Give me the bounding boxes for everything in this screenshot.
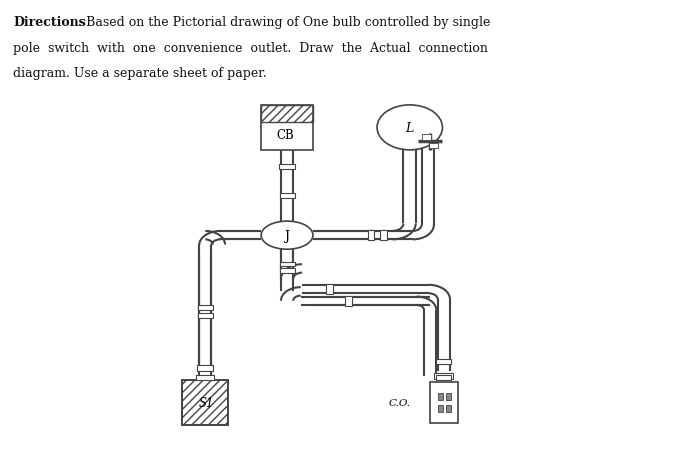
- Bar: [197, 366, 213, 371]
- Circle shape: [377, 106, 442, 150]
- Bar: [430, 382, 458, 423]
- Bar: [438, 405, 443, 412]
- Text: L: L: [406, 121, 414, 135]
- Bar: [446, 405, 451, 412]
- Text: J: J: [284, 229, 290, 242]
- Bar: [436, 359, 451, 364]
- Bar: [380, 230, 386, 241]
- Bar: [197, 375, 214, 380]
- Text: S1: S1: [199, 396, 215, 409]
- Bar: [279, 268, 295, 273]
- Bar: [368, 230, 375, 241]
- Bar: [198, 313, 213, 318]
- Text: Directions: Directions: [13, 16, 86, 29]
- Bar: [434, 374, 453, 379]
- Text: C.O.: C.O.: [388, 398, 411, 407]
- Bar: [182, 380, 228, 425]
- Bar: [279, 164, 295, 170]
- Bar: [326, 284, 333, 295]
- Text: CB: CB: [276, 129, 294, 142]
- Bar: [182, 380, 228, 425]
- Bar: [279, 262, 295, 267]
- Bar: [345, 296, 352, 306]
- Text: : Based on the Pictorial drawing of One bulb controlled by single: : Based on the Pictorial drawing of One …: [78, 16, 490, 29]
- Bar: [279, 193, 295, 198]
- Bar: [198, 306, 213, 310]
- Bar: [438, 394, 443, 400]
- Bar: [428, 143, 438, 149]
- Bar: [446, 394, 451, 400]
- Text: diagram. Use a separate sheet of paper.: diagram. Use a separate sheet of paper.: [13, 67, 267, 80]
- Ellipse shape: [261, 222, 313, 250]
- Bar: [436, 375, 451, 380]
- Bar: [262, 106, 313, 123]
- Text: pole  switch  with  one  convenience  outlet.  Draw  the  Actual  connection: pole switch with one convenience outlet.…: [13, 41, 488, 55]
- Bar: [422, 135, 431, 140]
- Bar: [262, 106, 313, 150]
